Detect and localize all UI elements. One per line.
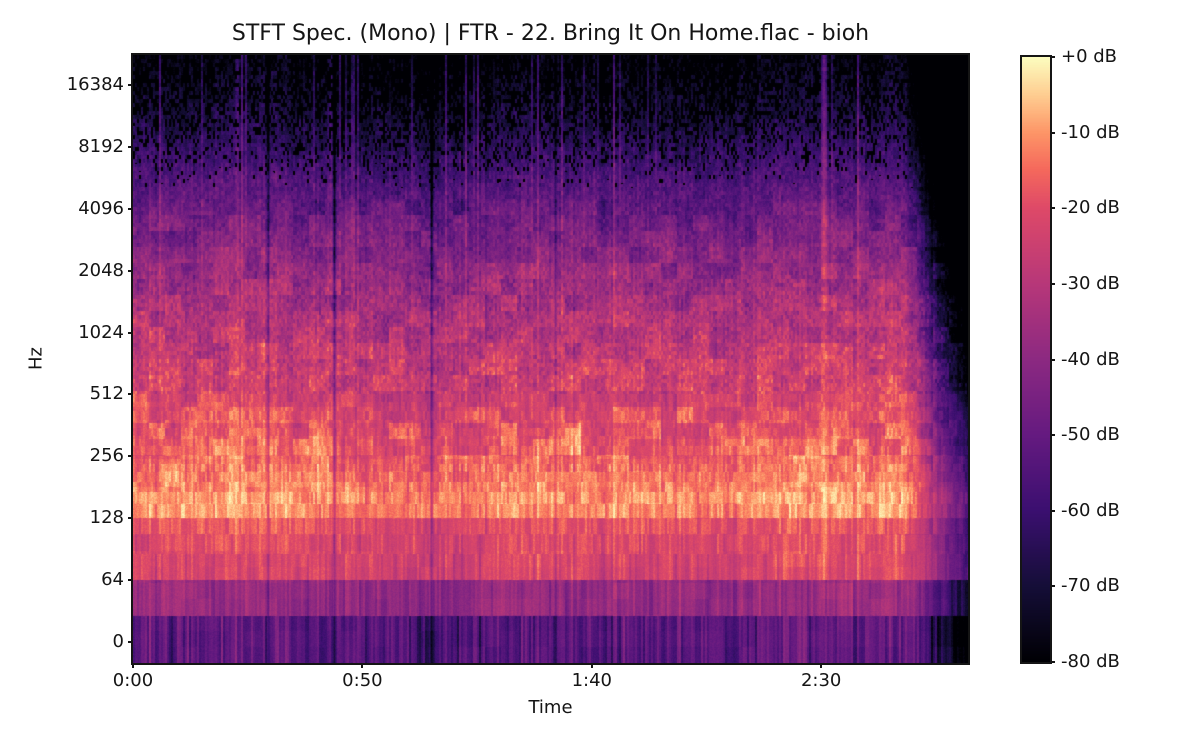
y-tick-mark bbox=[128, 145, 133, 148]
colorbar-tick-mark bbox=[1050, 585, 1055, 588]
colorbar-tick-label: -60 dB bbox=[1061, 499, 1120, 521]
colorbar-tick-label: +0 dB bbox=[1061, 46, 1118, 67]
y-tick-mark bbox=[128, 269, 133, 272]
y-tick-label: 2048 bbox=[78, 259, 124, 281]
colorbar-tick-label: -50 dB bbox=[1061, 424, 1120, 446]
y-tick-mark bbox=[128, 84, 133, 86]
x-tick-label: 1:40 bbox=[571, 670, 612, 691]
plot-title: STFT Spec. (Mono) | FTR - 22. Bring It O… bbox=[231, 21, 870, 46]
colorbar-tick-mark bbox=[1050, 207, 1055, 210]
x-tick-mark bbox=[590, 663, 593, 668]
y-tick-label: 0 bbox=[112, 631, 124, 652]
y-tick-mark bbox=[128, 579, 133, 582]
y-tick-label: 1024 bbox=[78, 321, 124, 343]
y-tick-label: 256 bbox=[89, 445, 124, 467]
y-tick-label: 4096 bbox=[78, 197, 124, 219]
colorbar-tick-label: -80 dB bbox=[1061, 651, 1120, 672]
x-axis-label: Time bbox=[528, 697, 573, 718]
colorbar-tick-mark bbox=[1050, 282, 1055, 285]
y-tick-mark bbox=[128, 207, 133, 210]
y-tick-label: 8192 bbox=[78, 135, 124, 157]
y-tick-mark bbox=[128, 641, 133, 643]
colorbar-tick-mark bbox=[1050, 509, 1055, 512]
y-tick-label: 512 bbox=[89, 383, 124, 405]
colorbar-tick-mark bbox=[1050, 358, 1055, 361]
colorbar-tick-label: -20 dB bbox=[1061, 197, 1120, 219]
colorbar-tick-label: -30 dB bbox=[1061, 272, 1120, 294]
x-tick-label: 0:00 bbox=[112, 670, 154, 691]
x-tick-label: 0:50 bbox=[342, 670, 383, 691]
y-tick-mark bbox=[128, 455, 133, 458]
colorbar-tick-mark bbox=[1050, 661, 1055, 663]
y-tick-label: 128 bbox=[89, 507, 124, 529]
colorbar-tick-mark bbox=[1050, 434, 1055, 437]
x-tick-mark bbox=[132, 663, 134, 668]
colorbar-tick-label: -10 dB bbox=[1061, 121, 1120, 143]
y-axis-label: Hz bbox=[25, 347, 47, 370]
y-tick-mark bbox=[128, 393, 133, 396]
y-tick-mark bbox=[128, 517, 133, 520]
x-tick-mark bbox=[820, 663, 823, 668]
x-tick-label: 2:30 bbox=[800, 670, 842, 691]
spectrogram-heatmap bbox=[133, 55, 968, 663]
y-tick-label: 16384 bbox=[66, 74, 124, 95]
colorbar-tick-mark bbox=[1050, 131, 1055, 134]
colorbar-tick-label: -40 dB bbox=[1061, 348, 1120, 370]
y-tick-label: 64 bbox=[101, 569, 124, 591]
y-tick-mark bbox=[128, 331, 133, 334]
colorbar-gradient bbox=[1022, 57, 1050, 662]
colorbar-tick-label: -70 dB bbox=[1061, 575, 1120, 597]
x-tick-mark bbox=[361, 663, 364, 668]
colorbar-tick-mark bbox=[1050, 56, 1055, 58]
